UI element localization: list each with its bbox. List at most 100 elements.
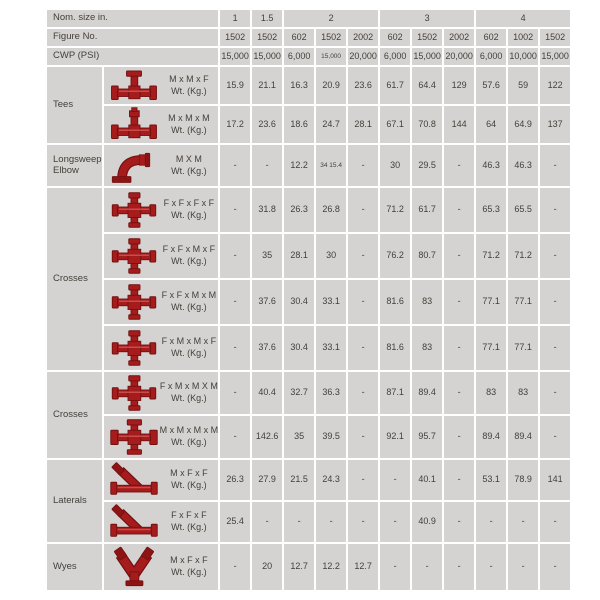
value-cell: -	[444, 326, 475, 370]
weight-label: Wt. (Kg.)	[171, 393, 207, 403]
value-cell: 18.6	[284, 106, 315, 143]
config-label: F x M x M x F	[161, 336, 217, 347]
config-label: M x F x F	[170, 555, 208, 566]
fitting-cell: M x M x M x M Wt. (Kg.)	[103, 416, 219, 458]
value-cell: 23.6	[348, 67, 379, 104]
cwp-cell: 15,000	[316, 48, 347, 65]
wye-mff-icon	[108, 544, 160, 590]
value-cell: 64.9	[508, 106, 539, 143]
value-cell: 71.2	[508, 234, 539, 278]
config-label: F x F x F x F	[163, 198, 215, 209]
size-group-1: 1	[220, 10, 251, 27]
fitting-cell: F x F x M x M Wt. (Kg.)	[103, 280, 219, 324]
value-cell: 23.6	[252, 106, 283, 143]
cwp-cell: 10,000	[508, 48, 539, 65]
value-cell: 37.6	[252, 280, 283, 324]
value-cell: 81.6	[380, 326, 411, 370]
value-cell: -	[220, 280, 251, 324]
value-cell: 12.2	[284, 145, 315, 186]
cwp-label: CWP (PSI)	[47, 48, 219, 65]
value-cell: -	[348, 416, 379, 458]
value-cell: 20.9	[316, 67, 347, 104]
figure-no-cell: 1502	[316, 29, 347, 46]
size-group-2: 2	[284, 10, 379, 27]
value-cell: -	[348, 188, 379, 232]
lateral-mff-icon	[108, 462, 160, 498]
weight-label: Wt. (Kg.)	[171, 522, 207, 532]
value-cell: 141	[540, 460, 571, 500]
value-cell: 95.7	[412, 416, 443, 458]
value-cell: -	[380, 544, 411, 590]
value-cell: 83	[476, 372, 507, 414]
value-cell: 40.1	[412, 460, 443, 500]
value-cell: 65.5	[508, 188, 539, 232]
value-cell: -	[444, 145, 475, 186]
value-cell: -	[540, 234, 571, 278]
config-label: M X M	[175, 153, 202, 164]
value-cell: 26.3	[220, 460, 251, 500]
fitting-cell: M X M Wt. (Kg.)	[103, 145, 219, 186]
value-cell: -	[412, 544, 443, 590]
value-cell: 39.5	[316, 416, 347, 458]
value-cell: -	[220, 372, 251, 414]
value-cell: -	[348, 280, 379, 324]
value-cell: 35	[284, 416, 315, 458]
cwp-cell: 15,000	[412, 48, 443, 65]
value-cell: 83	[412, 326, 443, 370]
fitting-cell: F x M x M x F Wt. (Kg.)	[103, 326, 219, 370]
fitting-cell: M x F x F Wt. (Kg.)	[103, 544, 219, 590]
value-cell: -	[476, 502, 507, 542]
weight-label: Wt. (Kg.)	[171, 480, 207, 490]
value-cell: 26.8	[316, 188, 347, 232]
nom-size-label: Nom. size in.	[47, 10, 219, 27]
config-label: M x M x F	[169, 73, 209, 84]
value-cell: -	[348, 460, 379, 500]
weight-label: Wt. (Kg.)	[171, 85, 207, 96]
value-cell: -	[444, 416, 475, 458]
weight-label: Wt. (Kg.)	[171, 348, 207, 358]
cwp-cell: 6,000	[476, 48, 507, 65]
weight-label: Wt. (Kg.)	[171, 567, 207, 577]
value-cell: -	[284, 502, 315, 542]
value-cell: 16.3	[284, 67, 315, 104]
value-cell: 28.1	[284, 234, 315, 278]
value-cell: 77.1	[476, 280, 507, 324]
value-cell: 12.7	[284, 544, 315, 590]
value-cell: 33.1	[316, 326, 347, 370]
value-cell: -	[540, 188, 571, 232]
value-cell: -	[252, 502, 283, 542]
value-cell: -	[348, 326, 379, 370]
value-cell: 37.6	[252, 326, 283, 370]
value-cell: 34 15.4	[316, 145, 347, 186]
value-cell: 64.4	[412, 67, 443, 104]
weight-label: Wt. (Kg.)	[171, 210, 207, 220]
value-cell: 30	[380, 145, 411, 186]
value-cell: 15.9	[220, 67, 251, 104]
figure-no-cell: 1502	[412, 29, 443, 46]
value-cell: 36.3	[316, 372, 347, 414]
value-cell: 144	[444, 106, 475, 143]
category-laterals-4: Laterals	[47, 460, 102, 542]
weight-label: Wt. (Kg.)	[171, 437, 207, 447]
value-cell: -	[348, 372, 379, 414]
value-cell: -	[508, 544, 539, 590]
value-cell: 33.1	[316, 280, 347, 324]
value-cell: -	[540, 544, 571, 590]
value-cell: -	[540, 372, 571, 414]
category-crosses-2: Crosses	[47, 188, 102, 370]
value-cell: -	[444, 188, 475, 232]
value-cell: -	[220, 145, 251, 186]
value-cell: 24.3	[316, 460, 347, 500]
value-cell: 40.4	[252, 372, 283, 414]
value-cell: 65.3	[476, 188, 507, 232]
value-cell: 25.4	[220, 502, 251, 542]
category-crosses-3: Crosses	[47, 372, 102, 458]
figure-no-cell: 602	[284, 29, 315, 46]
size-group-4: 4	[476, 10, 571, 27]
value-cell: -	[476, 544, 507, 590]
value-cell: 78.9	[508, 460, 539, 500]
value-cell: 31.8	[252, 188, 283, 232]
value-cell: -	[220, 544, 251, 590]
config-label: M x F x F	[170, 468, 208, 479]
